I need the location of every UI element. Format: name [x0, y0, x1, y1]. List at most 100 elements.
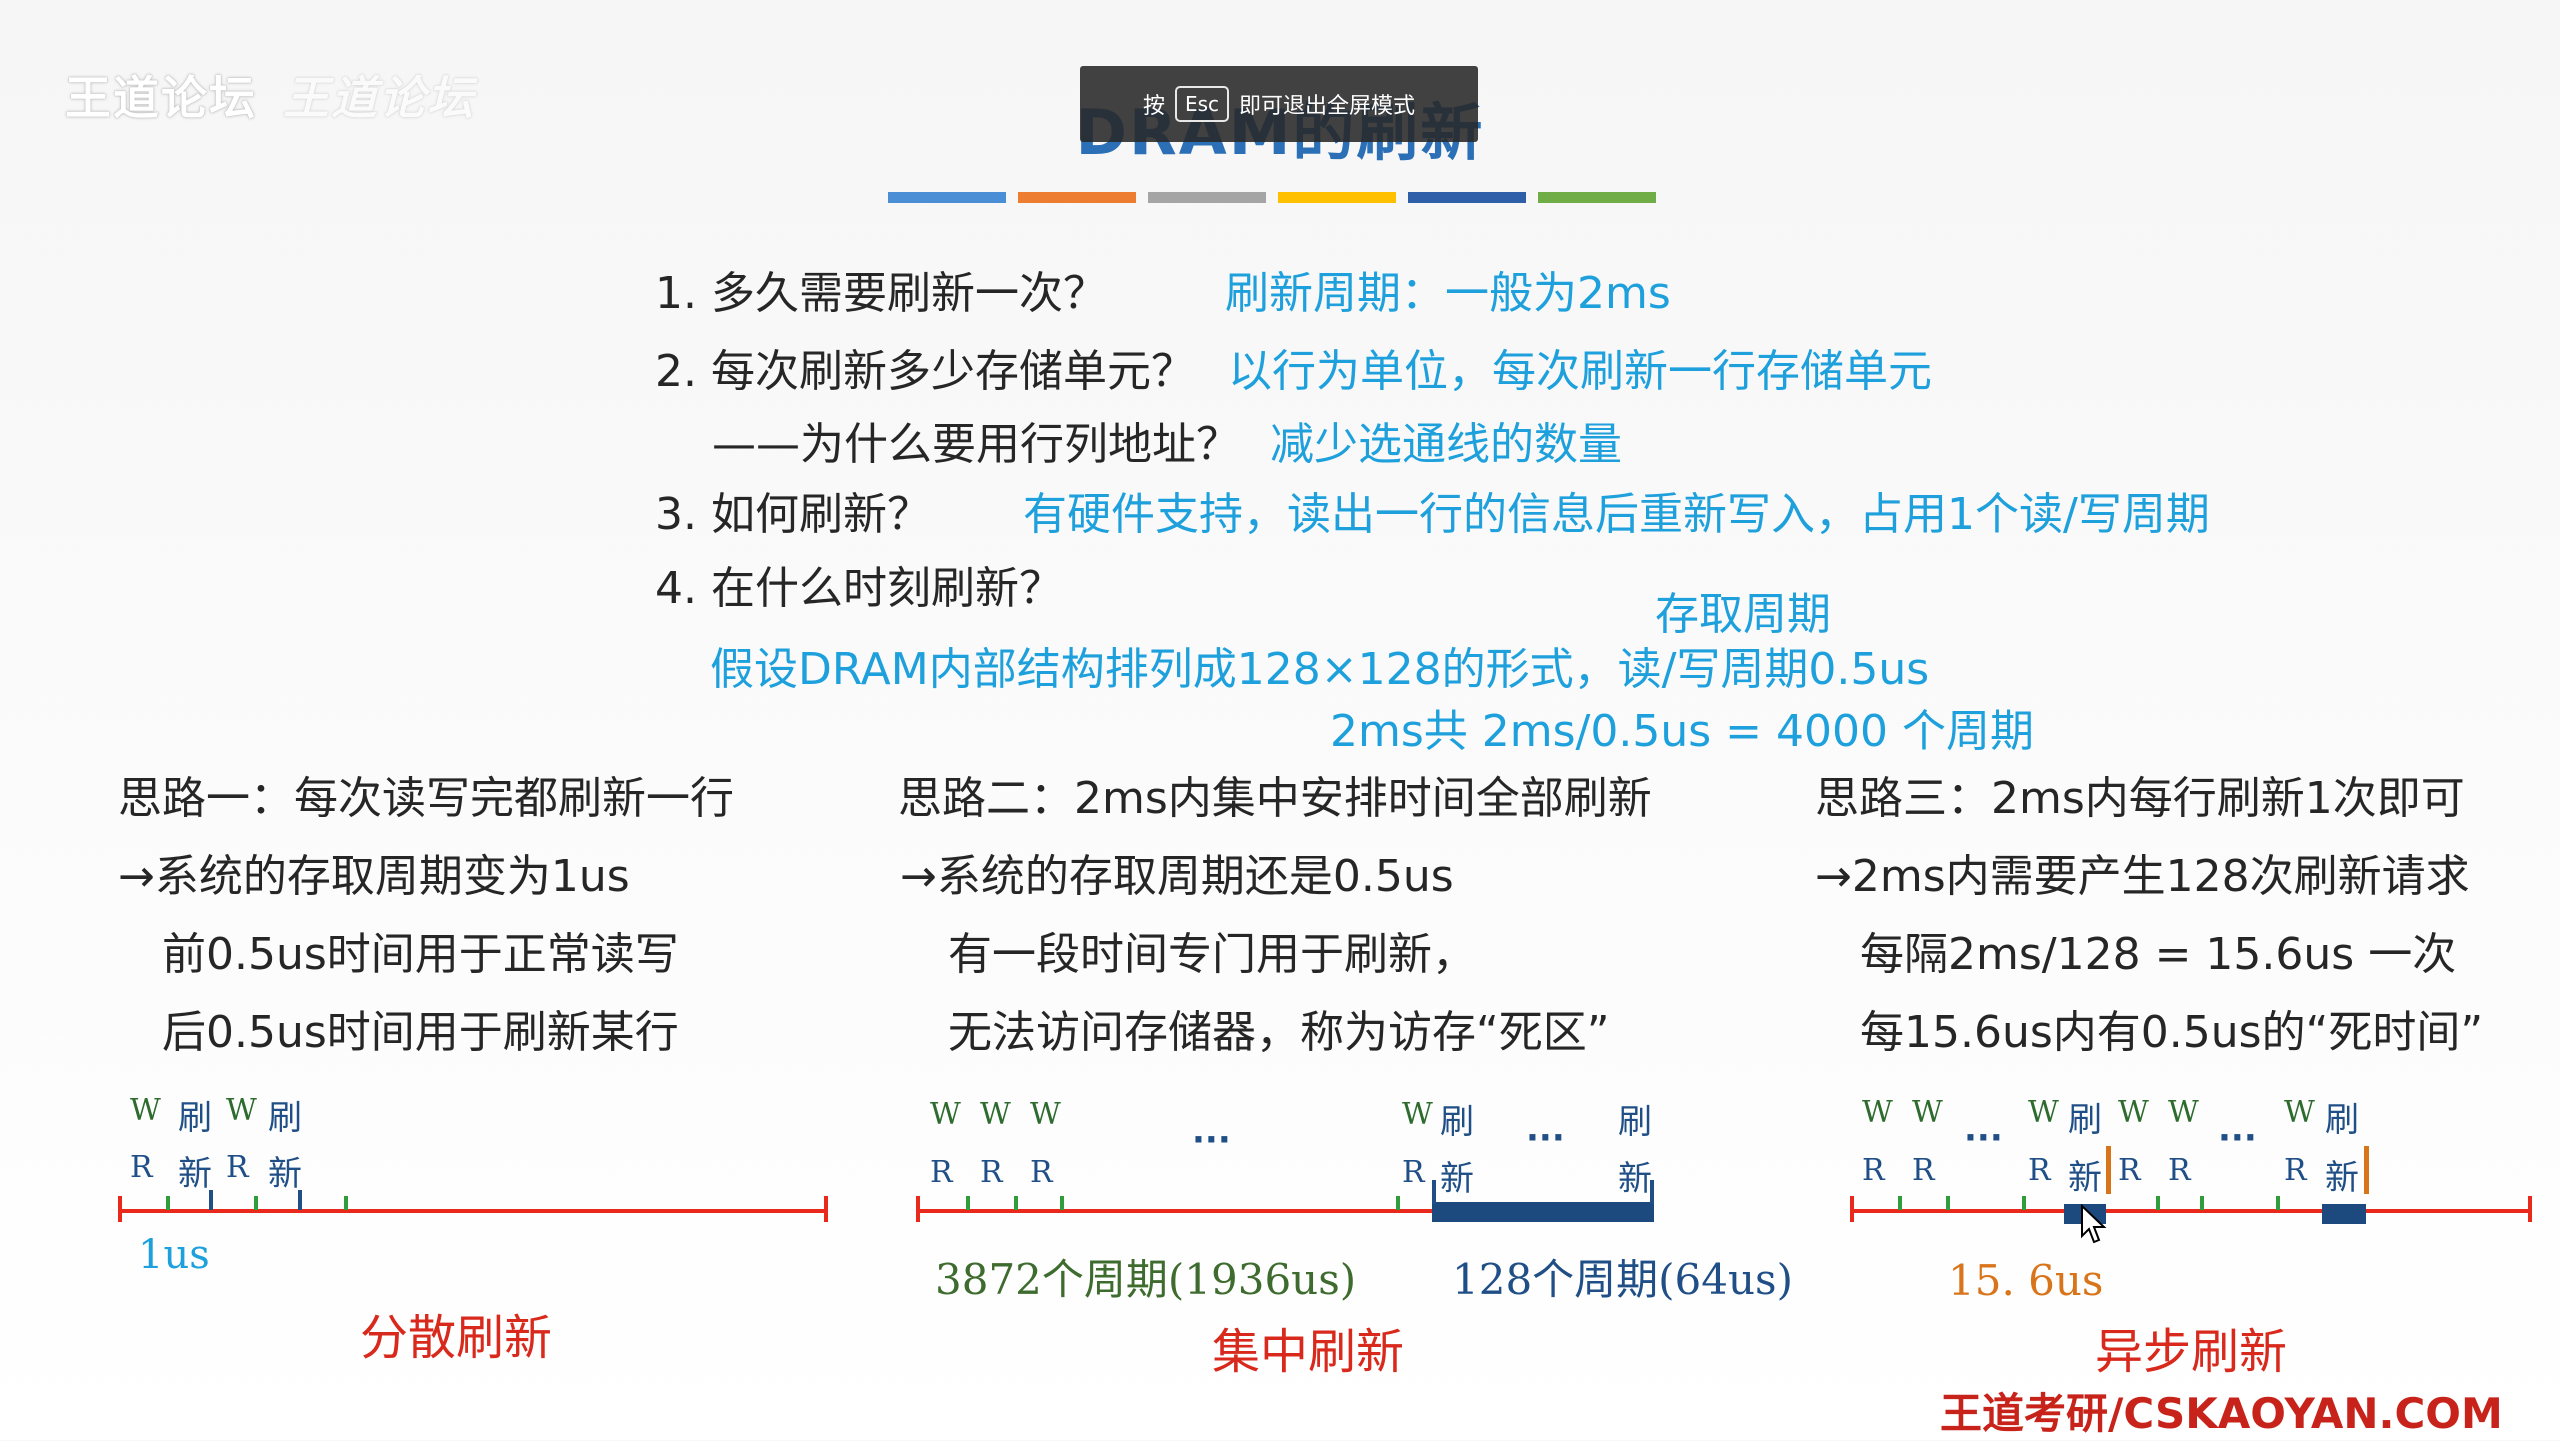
xin-label: 新 [2325, 1158, 2359, 1198]
shua-label: 刷 [2325, 1100, 2359, 1140]
idea-2-line-3: 无法访问存储器，称为访存“死区” [948, 1007, 1610, 1058]
w-label: W [2028, 1095, 2059, 1130]
question-2: 2. 每次刷新多少存储单元？ [655, 346, 1195, 397]
assumption-line-1: 假设DRAM内部结构排列成128×128的形式，读/写周期0.5us [710, 644, 1930, 695]
timeline-axis [916, 1209, 1654, 1213]
idea-1-line-1: →系统的存取周期变为1us [118, 851, 630, 902]
refresh-dead-time-block [2322, 1204, 2366, 1224]
w-label: W [980, 1097, 1011, 1132]
refresh-zone-start-tick [1432, 1180, 1436, 1204]
r-label: R [2168, 1153, 2191, 1188]
refresh-tick [209, 1190, 213, 1210]
toast-suffix: 即可退出全屏模式 [1239, 94, 1416, 119]
idea-3-line-2: 每隔2ms/128 = 15.6us 一次 [1860, 929, 2457, 980]
color-bar-segment [1278, 192, 1396, 203]
refresh-dead-zone-block [1432, 1202, 1654, 1222]
w-label: W [2168, 1095, 2199, 1130]
timeline-start-cap [916, 1196, 920, 1222]
w-label: W [2118, 1095, 2149, 1130]
caption-async-refresh: 异步刷新 [2095, 1324, 2288, 1380]
color-bar-segment [1538, 192, 1656, 203]
idea-1-line-3: 后0.5us时间用于刷新某行 [162, 1007, 679, 1058]
rw-tick [1014, 1196, 1018, 1210]
shua-label: 刷 [1440, 1102, 1474, 1142]
ellipsis: ··· [2218, 1118, 2257, 1158]
rw-tick [2276, 1196, 2280, 1210]
idea-3-title: 思路三：2ms内每行刷新1次即可 [1815, 773, 2465, 824]
color-bar-segment [888, 192, 1006, 203]
rw-tick [1946, 1196, 1950, 1210]
w-label: W [1912, 1095, 1943, 1130]
xin-label: 新 [1618, 1159, 1652, 1199]
question-4: 4. 在什么时刻刷新？ [655, 563, 1063, 614]
answer-3: 有硬件支持，读出一行的信息后重新写入，占用1个读/写周期 [1023, 489, 2210, 540]
answer-2-sub: 减少选通线的数量 [1270, 419, 1622, 470]
answer-2: 以行为单位，每次刷新一行存储单元 [1228, 346, 1932, 397]
r-label: R [226, 1150, 249, 1185]
rw-tick [1060, 1196, 1064, 1210]
r-label: R [2118, 1153, 2141, 1188]
brand-footer: 王道考研/CSKAOYAN.COM [1940, 1389, 2503, 1438]
fullscreen-exit-toast: 按 Esc 即可退出全屏模式 [1080, 66, 1478, 142]
idea-3-line-1: →2ms内需要产生128次刷新请求 [1815, 851, 2470, 902]
r-label: R [2028, 1153, 2051, 1188]
refresh-period-label: 128个周期(64us) [1452, 1255, 1793, 1304]
w-label: W [1030, 1097, 1061, 1132]
color-bar-segment [1408, 192, 1526, 203]
mouse-cursor-icon [2081, 1204, 2107, 1244]
xin-label: 新 [1440, 1159, 1474, 1199]
idea-2-line-1: →系统的存取周期还是0.5us [900, 851, 1454, 902]
idea-2-title: 思路二：2ms内集中安排时间全部刷新 [898, 773, 1652, 824]
color-bar-segment [1148, 192, 1266, 203]
r-label: R [130, 1150, 153, 1185]
rw-tick [344, 1196, 348, 1210]
shua-label: 刷 [1618, 1102, 1652, 1142]
idea-2-line-2: 有一段时间专门用于刷新， [948, 929, 1476, 980]
watermark-logo: 王道论坛 王道论坛 [65, 62, 475, 128]
w-label: W [1862, 1095, 1893, 1130]
rw-tick [254, 1196, 258, 1210]
rw-tick [1898, 1196, 1902, 1210]
xin-label: 新 [2068, 1158, 2102, 1198]
refresh-tick [298, 1190, 302, 1210]
xin-label: 新 [178, 1154, 212, 1194]
r-label: R [930, 1155, 953, 1190]
idea-1-title: 思路一：每次读写完都刷新一行 [118, 773, 734, 824]
watermark-handwritten: 王道论坛 [283, 71, 475, 125]
w-label: W [1402, 1097, 1433, 1132]
w-label: W [130, 1093, 161, 1128]
r-label: R [1912, 1153, 1935, 1188]
color-bar-segment [1018, 192, 1136, 203]
access-cycle-label: 存取周期 [1655, 589, 1831, 640]
rw-tick [2156, 1196, 2160, 1210]
timeline-end-cap [2528, 1196, 2532, 1222]
refresh-zone-end-tick [1650, 1180, 1654, 1204]
w-label: W [930, 1097, 961, 1132]
r-label: R [980, 1155, 1003, 1190]
timeline-end-cap [824, 1196, 828, 1222]
w-label: W [2284, 1095, 2315, 1130]
answer-1: 刷新周期：一般为2ms [1225, 268, 1671, 319]
rw-tick [2200, 1196, 2204, 1210]
idea-3-line-3: 每15.6us内有0.5us的“死时间” [1860, 1007, 2484, 1058]
interval-marker [2364, 1146, 2369, 1194]
normal-period-label: 3872个周期(1936us) [935, 1255, 1357, 1304]
unit-label: 1us [138, 1232, 210, 1278]
interval-marker [2106, 1146, 2111, 1194]
caption-distributed-refresh: 分散刷新 [360, 1310, 553, 1366]
rw-tick [1396, 1196, 1400, 1210]
shua-label: 刷 [178, 1098, 212, 1138]
r-label: R [1402, 1155, 1425, 1190]
toast-prefix: 按 [1142, 94, 1165, 119]
shua-label: 刷 [268, 1098, 302, 1138]
interval-label: 15. 6us [1948, 1256, 2104, 1305]
w-label: W [226, 1093, 257, 1128]
timeline-axis [118, 1209, 828, 1213]
question-3: 3. 如何刷新？ [655, 489, 931, 540]
assumption-line-2: 2ms共 2ms/0.5us = 4000 个周期 [1330, 706, 2034, 757]
esc-key[interactable]: Esc [1174, 86, 1230, 122]
watermark-text: 王道论坛 [65, 71, 257, 125]
timeline-start-cap [118, 1196, 122, 1222]
question-2-sub: ——为什么要用行列地址？ [712, 419, 1240, 470]
question-1: 1. 多久需要刷新一次？ [655, 268, 1107, 319]
